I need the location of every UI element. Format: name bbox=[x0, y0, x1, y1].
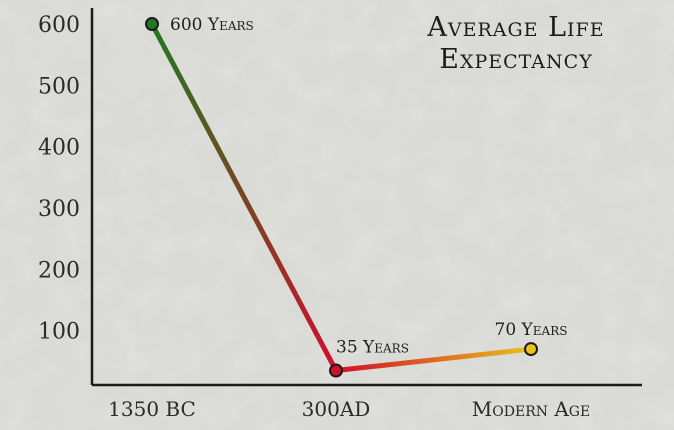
data-point bbox=[524, 342, 538, 357]
series-line bbox=[149, 21, 534, 374]
x-tick-label: 1350 BC bbox=[108, 397, 196, 421]
x-tick-label: Modern Age bbox=[472, 397, 590, 421]
data-label: 600 Years bbox=[170, 15, 254, 35]
line-segment bbox=[333, 346, 534, 374]
y-tick-label: 400 bbox=[38, 136, 80, 161]
chart-title: Average Life Expectancy bbox=[398, 12, 634, 76]
y-tick-label: 600 bbox=[38, 13, 80, 38]
data-label: 70 Years bbox=[495, 320, 568, 340]
data-label: 35 Years bbox=[336, 338, 409, 358]
y-tick-labels: 100 200 300 400 500 600 bbox=[38, 13, 80, 345]
y-tick-label: 500 bbox=[38, 74, 80, 99]
data-labels: 600 Years 35 Years 70 Years bbox=[170, 15, 567, 358]
x-tick-label: 300AD bbox=[302, 397, 371, 421]
chart-title-line-1: Average Life bbox=[427, 12, 605, 43]
y-tick-label: 200 bbox=[38, 258, 80, 283]
chart-title-line-2: Expectancy bbox=[439, 44, 593, 75]
line-segment bbox=[149, 21, 339, 374]
y-tick-label: 300 bbox=[38, 197, 80, 222]
x-tick-labels: 1350 BC 300AD Modern Age bbox=[108, 397, 590, 421]
data-point bbox=[145, 17, 159, 31]
data-point bbox=[329, 363, 343, 378]
y-tick-label: 100 bbox=[38, 320, 80, 345]
data-points bbox=[145, 17, 538, 378]
axes bbox=[90, 8, 642, 387]
